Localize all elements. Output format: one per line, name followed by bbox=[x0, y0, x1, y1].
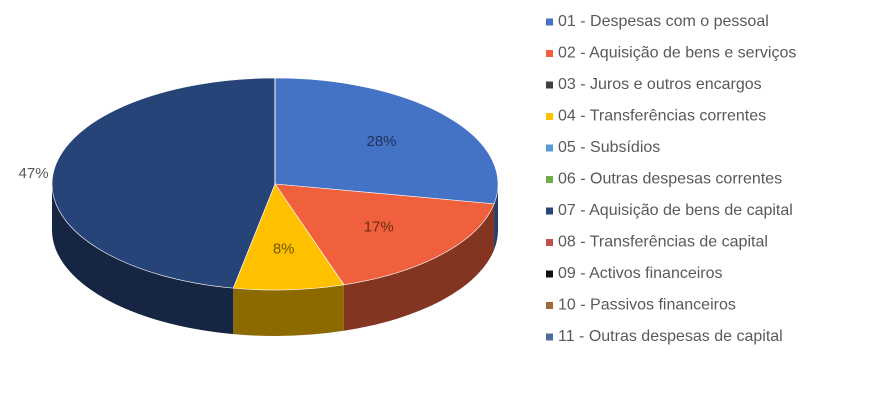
data-label: 28% bbox=[367, 133, 397, 150]
slice bbox=[51, 77, 276, 289]
slice-side bbox=[52, 184, 234, 335]
legend-swatch bbox=[546, 18, 553, 26]
slice bbox=[232, 183, 345, 291]
data-label: 8% bbox=[273, 241, 295, 258]
legend-swatch bbox=[546, 333, 553, 341]
legend-label: 01 - Despesas com o pessoal bbox=[558, 13, 769, 30]
legend-swatch bbox=[546, 302, 553, 309]
data-label: 17% bbox=[364, 218, 394, 235]
legend-label: 06 - Outras despesas correntes bbox=[558, 171, 782, 188]
slice bbox=[274, 183, 495, 286]
legend-label: 11 - Outras despesas de capital bbox=[558, 328, 783, 345]
legend-swatch bbox=[546, 81, 553, 89]
slice bbox=[274, 77, 499, 205]
legend-swatch bbox=[546, 270, 553, 278]
legend-label: 03 - Juros e outros encargos bbox=[558, 76, 762, 93]
legend-label: 04 - Transferências correntes bbox=[558, 108, 766, 125]
legend-swatch bbox=[546, 113, 553, 120]
legend-swatch bbox=[546, 50, 553, 57]
data-label: 47% bbox=[19, 165, 49, 182]
slice-side bbox=[494, 184, 498, 250]
legend-swatch bbox=[546, 239, 553, 246]
legend-swatch bbox=[546, 176, 553, 183]
slice-side bbox=[343, 203, 495, 331]
legend-label: 05 - Subsídios bbox=[558, 139, 660, 156]
legend-label: 10 - Passivos financeiros bbox=[558, 297, 736, 314]
legend-label: 09 - Activos financeiros bbox=[558, 265, 723, 282]
slice-side bbox=[233, 284, 344, 336]
legend-label: 08 - Transferências de capital bbox=[558, 234, 768, 251]
legend-label: 02 - Aquisição de bens e serviços bbox=[558, 45, 796, 62]
legend-label: 07 - Aquisição de bens de capital bbox=[558, 202, 793, 219]
legend-swatch bbox=[546, 207, 553, 215]
legend-swatch bbox=[546, 144, 553, 152]
